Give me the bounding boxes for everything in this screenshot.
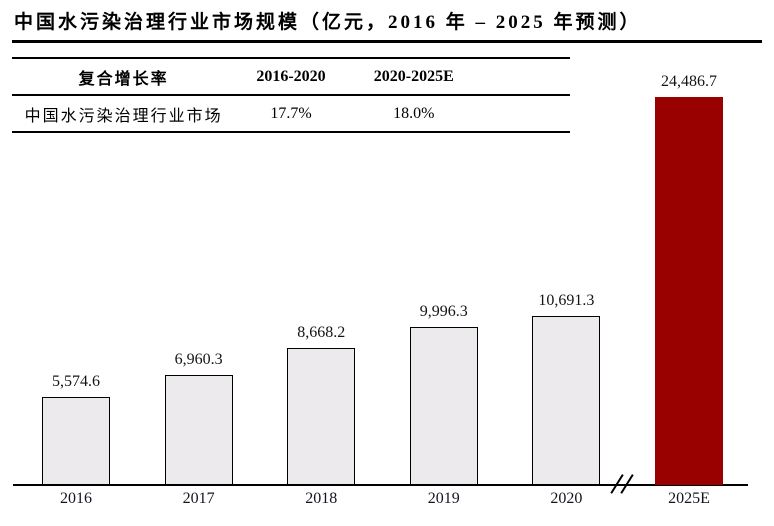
cagr-row-label: 中国水污染治理行业市场	[24, 107, 223, 125]
cagr-value-2020-2025e: 18.0%	[393, 104, 435, 122]
x-tick-label-2019: 2019	[427, 490, 460, 507]
x-tick-label-2018: 2018	[305, 490, 338, 507]
x-tick-label-2025E: 2025E	[668, 490, 710, 507]
cagr-table-header-row: 复合增长率 2016-2020 2020-2025E	[12, 58, 570, 95]
x-axis-line	[13, 484, 748, 486]
cagr-header-2016-2020: 2016-2020	[256, 67, 326, 85]
x-tick-label-2020: 2020	[550, 490, 583, 507]
bar-value-label-2020: 10,691.3	[538, 291, 595, 309]
bar-value-label-2016: 5,574.6	[52, 372, 100, 390]
bar-2020	[532, 315, 601, 485]
x-tick-label-2017: 2017	[182, 490, 215, 507]
cagr-header-metric: 复合增长率	[78, 70, 169, 88]
bar-value-label-2019: 9,996.3	[419, 302, 468, 320]
bar-2016	[42, 396, 110, 485]
page-title: 中国水污染治理行业市场规模（亿元，2016 年 – 2025 年预测）	[14, 12, 642, 33]
bar-value-label-2017: 6,960.3	[174, 350, 223, 368]
bar-2018	[287, 347, 356, 485]
table-row: 中国水污染治理行业市场 17.7% 18.0%	[12, 95, 570, 132]
bar-2017	[164, 374, 233, 485]
title-underline	[12, 40, 762, 43]
cagr-table: 复合增长率 2016-2020 2020-2025E 中国水污染治理行业市场 1…	[12, 57, 570, 133]
bar-value-label-2018: 8,668.2	[297, 323, 346, 341]
cagr-value-2016-2020: 17.7%	[270, 104, 312, 122]
x-tick-label-2016: 2016	[60, 490, 92, 507]
bar-value-label-2025E: 24,486.7	[661, 73, 717, 90]
bar-2025E	[655, 97, 723, 485]
cagr-header-2020-2025e: 2020-2025E	[373, 67, 454, 85]
bar-2019	[409, 326, 478, 485]
